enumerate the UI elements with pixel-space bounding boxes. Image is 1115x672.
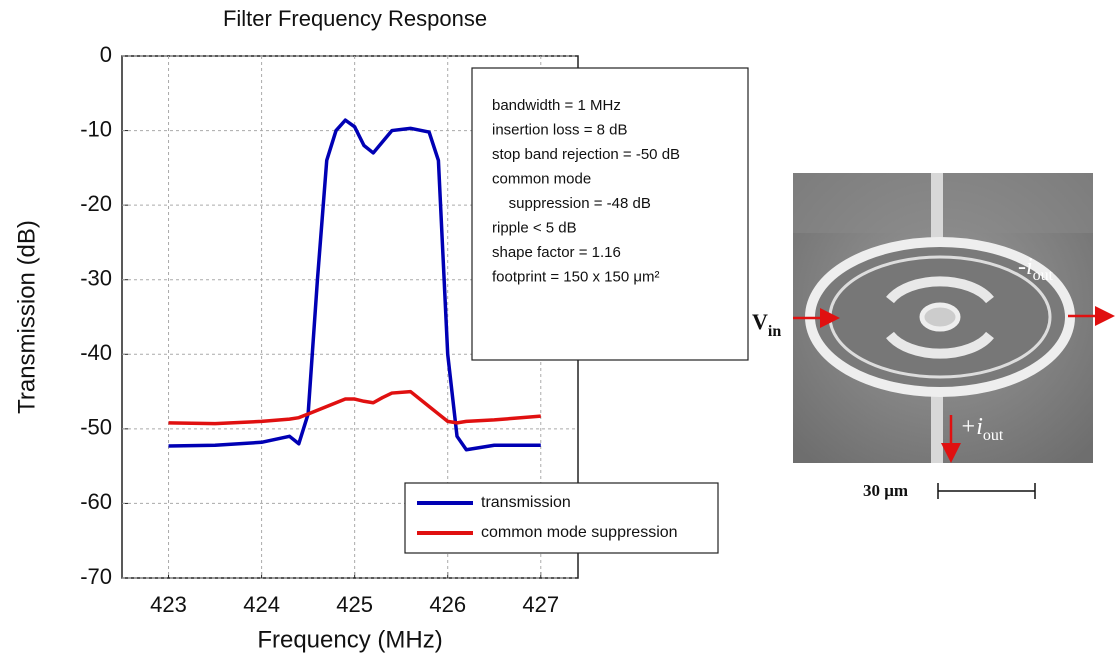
y-tick-label: -70 xyxy=(80,564,112,589)
annotation-text: insertion loss = 8 dB xyxy=(492,121,628,138)
annotation-text: common mode xyxy=(492,170,591,187)
y-tick-label: 0 xyxy=(100,42,112,67)
annotation-text: stop band rejection = -50 dB xyxy=(492,146,680,163)
iout-neg-sub: out xyxy=(1033,267,1054,284)
data-line xyxy=(168,118,541,452)
scale-label: 30 μm xyxy=(863,481,908,500)
iout-neg-label: -iout xyxy=(1018,254,1054,284)
legend-label: transmission xyxy=(481,494,571,511)
iout-pos-main: +i xyxy=(960,414,983,440)
x-axis-label: Frequency (MHz) xyxy=(257,626,442,653)
y-tick-label: -40 xyxy=(80,340,112,365)
iout-pos-sub: out xyxy=(983,427,1004,444)
x-tick-label: 425 xyxy=(336,592,373,617)
y-tick-label: -10 xyxy=(80,116,112,141)
y-tick-label: -50 xyxy=(80,415,112,440)
annotation-text: bandwidth = 1 MHz xyxy=(492,97,621,114)
annotation-text: shape factor = 1.16 xyxy=(492,244,621,261)
y-tick-label: -20 xyxy=(80,191,112,216)
x-tick-label: 423 xyxy=(150,592,187,617)
vin-label: Vin xyxy=(752,309,781,340)
annotation-text: suppression = -48 dB xyxy=(492,195,651,212)
y-tick-label: -30 xyxy=(80,266,112,291)
legend xyxy=(404,482,719,554)
vin-main: V xyxy=(752,309,768,334)
annotation-text: footprint = 150 x 150 μm² xyxy=(492,268,659,285)
vin-sub: in xyxy=(768,323,781,340)
legend-label: common mode suppression xyxy=(481,524,678,541)
y-axis-label: Transmission (dB) xyxy=(13,220,40,414)
data-line xyxy=(168,389,541,426)
annotation-text: ripple < 5 dB xyxy=(492,219,577,236)
iout-pos-label: +iout xyxy=(960,414,1004,444)
annotation-box xyxy=(471,67,749,361)
y-tick-label: -60 xyxy=(80,489,112,514)
plot-area: 0 -10 -20 -30 -40 -50 -60 -70 423 424 425 426 427 ban… xyxy=(80,42,749,617)
micrograph xyxy=(793,173,1115,499)
iout-neg-main: -i xyxy=(1018,254,1033,280)
x-tick-label: 426 xyxy=(429,592,466,617)
x-tick-label: 424 xyxy=(243,592,280,617)
x-tick-label: 427 xyxy=(522,592,559,617)
chart-title: Filter Frequency Response xyxy=(223,6,487,31)
